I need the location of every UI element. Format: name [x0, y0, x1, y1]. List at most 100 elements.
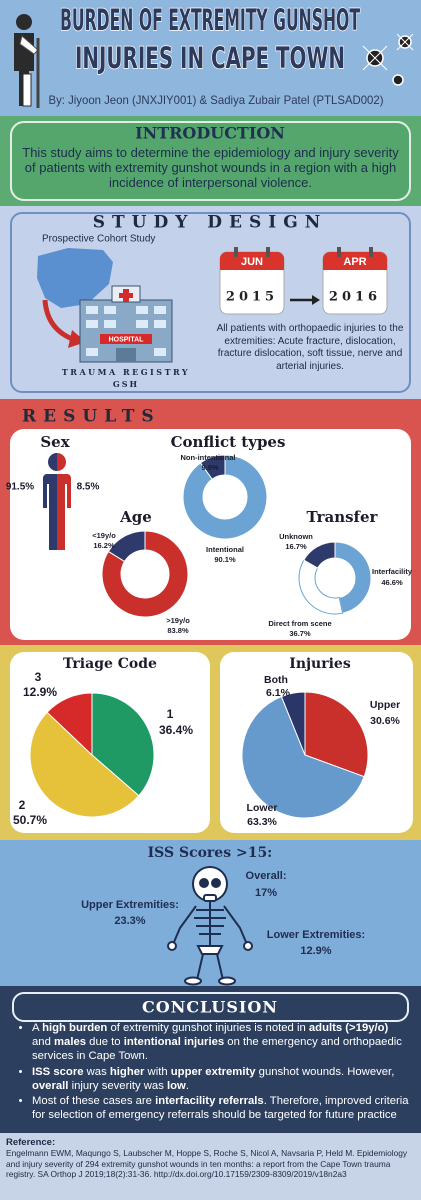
slice — [303, 541, 336, 569]
slice-label: Direct from scene — [268, 619, 331, 628]
slice — [280, 691, 306, 756]
registry: GSH — [113, 379, 139, 389]
slice — [101, 530, 189, 618]
value-label: 8.5% — [77, 482, 100, 493]
hospital-sign: HOSPITAL — [109, 336, 145, 343]
authors: By: Jiyoon Jeon (JNXJIY001) & Sadiya Zub… — [49, 93, 384, 107]
slice — [182, 454, 268, 540]
study-box — [10, 212, 411, 393]
chart-title: Triage Code — [63, 656, 157, 672]
iss-value: 23.3% — [114, 915, 145, 927]
chart-title: Conflict types — [171, 433, 286, 451]
value-label: 83.8% — [167, 626, 189, 635]
figure-half — [57, 453, 71, 550]
figure-half — [43, 453, 57, 550]
timeline-arrow-head — [312, 295, 320, 305]
intro-text: This study aims to determine the epidemi… — [22, 145, 399, 190]
iss-label: Upper Extremities: — [81, 899, 179, 911]
intro-box — [10, 121, 411, 201]
slice — [304, 691, 369, 778]
value-label: 36.7% — [289, 629, 311, 638]
slice — [107, 530, 146, 563]
text: upper extremity — [170, 1065, 256, 1078]
text: adults (>19y/o) — [308, 1022, 389, 1034]
text: . — [185, 1079, 189, 1092]
study-title: STUDY DESIGN — [93, 213, 328, 233]
text: . Therefore, improved criteria for selec… — [32, 1095, 409, 1122]
slice-label: Both — [264, 674, 288, 686]
hospital-icon — [79, 285, 173, 363]
slice — [29, 711, 140, 818]
end-month: APR — [343, 256, 366, 268]
slice — [241, 695, 365, 819]
value-label: 50.7% — [13, 813, 47, 827]
results-title: RESULTS — [22, 407, 161, 427]
text: overall — [32, 1079, 69, 1092]
criteria-text: All patients with orthopaedic injuries t… — [216, 323, 404, 372]
conclusion-title: CONCLUSION — [142, 998, 278, 1017]
title-line: BURDEN OF EXTREMITY GUNSHOT — [60, 3, 360, 37]
slice — [298, 559, 344, 615]
reference-text: Engelmann EWM, Maqungo S, Laubscher M, H… — [6, 1148, 408, 1180]
text: Most of these cases are — [32, 1095, 156, 1108]
text: was — [83, 1065, 110, 1078]
text: males — [54, 1036, 87, 1049]
iss-title: ISS Scores >15: — [148, 845, 273, 861]
text: intentional injuries — [123, 1036, 225, 1049]
value-label: 36.4% — [159, 723, 193, 737]
conclusion-box — [12, 992, 409, 1022]
slice — [199, 454, 226, 480]
calendar — [322, 247, 388, 315]
chart-title: Age — [119, 508, 152, 526]
conclusion-list: A high burden of extremity gunshot injur… — [18, 1021, 410, 1123]
header-bg — [0, 0, 421, 116]
slice-label: 1 — [167, 707, 174, 721]
slice — [46, 692, 93, 757]
chart-title: Sex — [40, 433, 70, 451]
design-label: Prospective Cohort Study — [42, 234, 155, 245]
title-line: INJURIES IN CAPE TOWN — [75, 41, 345, 75]
value-label: 91.5% — [6, 482, 34, 493]
slice-label: <19y/o — [92, 531, 116, 540]
text: on the emergency and orthopaedic service… — [32, 1036, 402, 1063]
injured-person-icon — [14, 14, 40, 108]
registry: TRAUMA REGISTRY — [62, 367, 190, 377]
slice — [334, 541, 372, 614]
slice-label: 3 — [35, 670, 42, 684]
slice-label: Lower — [247, 802, 278, 814]
text: of extremity gunshot injuries is noted i… — [107, 1022, 309, 1034]
slice-label: Non-intentional — [181, 453, 236, 462]
iss-label: Overall: — [246, 870, 287, 882]
bullet-holes — [362, 33, 414, 86]
iss-value: 12.9% — [300, 945, 331, 957]
text: ISS score — [32, 1065, 84, 1078]
value-label: 46.6% — [381, 578, 403, 587]
value-label: 16.2% — [93, 541, 115, 550]
slice-label: >19y/o — [166, 616, 190, 625]
text: A — [32, 1022, 43, 1034]
sa-map — [37, 248, 113, 308]
value-label: 30.6% — [370, 715, 400, 727]
bullet: A high burden of extremity gunshot injur… — [32, 1021, 410, 1064]
reference-bg — [0, 1133, 421, 1200]
reference: Reference: Engelmann EWM, Maqungo S, Laub… — [6, 1137, 416, 1180]
slice-label: Upper — [370, 699, 400, 711]
value-label: 63.3% — [247, 816, 277, 828]
slice — [91, 692, 155, 797]
text: low — [167, 1079, 186, 1092]
calendar — [219, 247, 285, 315]
reference-title: Reference: — [6, 1137, 56, 1148]
value-label: 16.7% — [285, 542, 307, 551]
value-label: 6.1% — [266, 687, 291, 699]
slice-label: Intentional — [206, 545, 244, 554]
chart-title: Injuries — [289, 656, 351, 672]
start-year: 2015 — [226, 290, 278, 305]
bullet: ISS score was higher with upper extremit… — [32, 1065, 410, 1093]
text: high burden — [42, 1022, 108, 1034]
start-month: JUN — [241, 256, 263, 268]
value-label: 12.9% — [23, 685, 57, 699]
slice-label: Interfacility — [372, 567, 413, 576]
